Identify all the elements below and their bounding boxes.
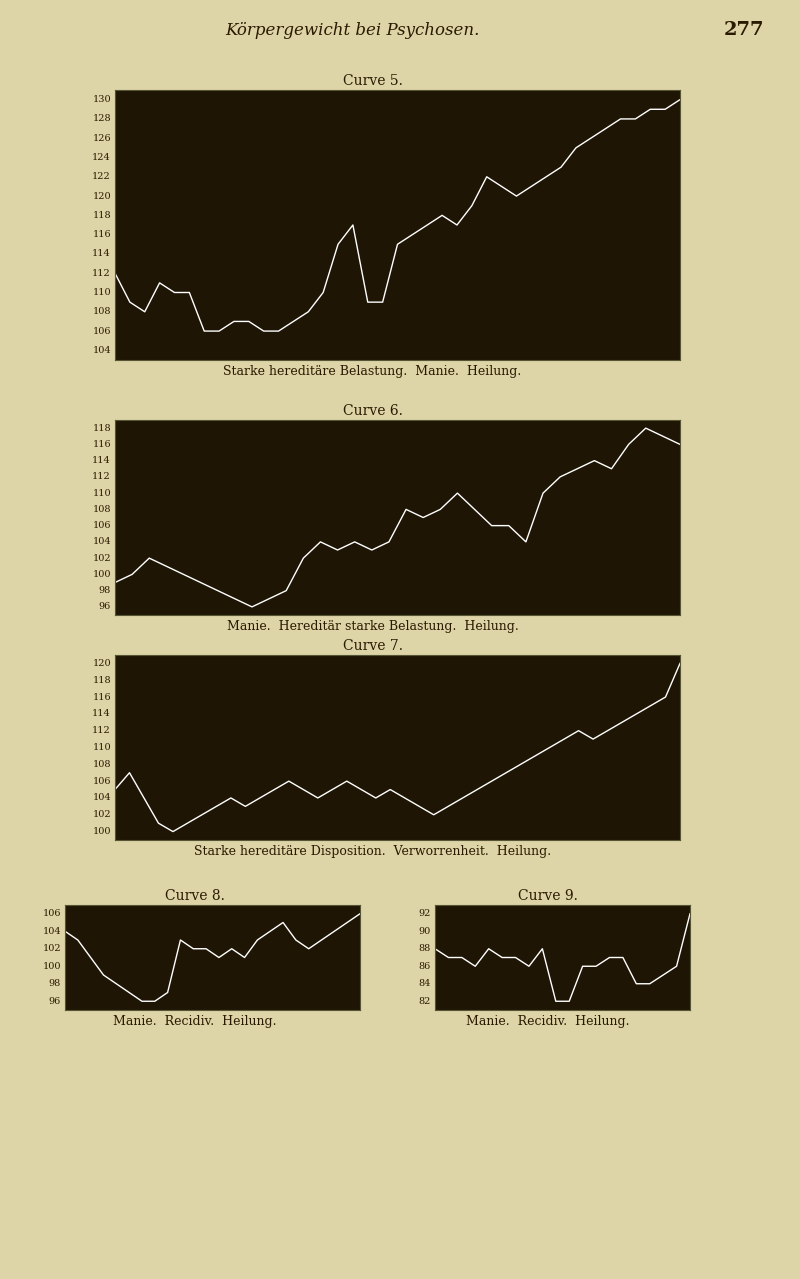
Text: 82: 82 — [418, 996, 431, 1005]
Text: 277: 277 — [723, 22, 764, 40]
Text: Curve 9.: Curve 9. — [518, 889, 578, 903]
Text: 112: 112 — [92, 472, 111, 481]
Text: 98: 98 — [49, 980, 61, 989]
Text: Starke hereditäre Belastung.  Manie.  Heilung.: Starke hereditäre Belastung. Manie. Heil… — [223, 365, 522, 377]
Text: 88: 88 — [418, 944, 431, 953]
Text: 104: 104 — [92, 793, 111, 802]
Text: 96: 96 — [98, 602, 111, 611]
Text: Curve 5.: Curve 5. — [342, 74, 402, 88]
Text: 110: 110 — [92, 288, 111, 297]
Text: 106: 106 — [42, 909, 61, 918]
Text: 96: 96 — [49, 996, 61, 1005]
Text: 100: 100 — [93, 828, 111, 836]
Text: 100: 100 — [93, 570, 111, 579]
Text: 108: 108 — [93, 307, 111, 316]
Text: 112: 112 — [92, 726, 111, 735]
Text: 102: 102 — [92, 811, 111, 820]
Text: Manie.  Recidiv.  Heilung.: Manie. Recidiv. Heilung. — [466, 1014, 630, 1028]
Text: 116: 116 — [92, 440, 111, 449]
Text: 128: 128 — [92, 114, 111, 124]
Text: 122: 122 — [92, 173, 111, 182]
Text: 110: 110 — [92, 489, 111, 498]
Text: 104: 104 — [92, 345, 111, 354]
Text: 108: 108 — [93, 760, 111, 769]
Text: Manie.  Recidiv.  Heilung.: Manie. Recidiv. Heilung. — [114, 1014, 277, 1028]
Text: 98: 98 — [98, 586, 111, 595]
Text: 100: 100 — [42, 962, 61, 971]
Text: 118: 118 — [92, 423, 111, 432]
Text: 130: 130 — [92, 95, 111, 104]
Text: 104: 104 — [42, 927, 61, 936]
Text: Körpergewicht bei Psychosen.: Körpergewicht bei Psychosen. — [225, 22, 479, 38]
Text: Curve 8.: Curve 8. — [165, 889, 225, 903]
Text: 110: 110 — [92, 743, 111, 752]
Text: 102: 102 — [92, 554, 111, 563]
Text: Curve 7.: Curve 7. — [342, 640, 402, 654]
Text: 108: 108 — [93, 505, 111, 514]
Text: 106: 106 — [93, 326, 111, 335]
Text: Curve 6.: Curve 6. — [342, 404, 402, 418]
Text: 126: 126 — [92, 134, 111, 143]
Text: 106: 106 — [93, 776, 111, 785]
Text: 92: 92 — [418, 909, 431, 918]
Text: Manie.  Hereditär starke Belastung.  Heilung.: Manie. Hereditär starke Belastung. Heilu… — [226, 620, 518, 633]
Text: 120: 120 — [92, 659, 111, 668]
Text: 106: 106 — [93, 521, 111, 530]
Text: 116: 116 — [92, 692, 111, 702]
Text: 118: 118 — [92, 211, 111, 220]
Text: 114: 114 — [92, 457, 111, 466]
Text: 104: 104 — [92, 537, 111, 546]
Text: 116: 116 — [92, 230, 111, 239]
Text: 84: 84 — [418, 980, 431, 989]
Text: 124: 124 — [92, 153, 111, 162]
Text: Starke hereditäre Disposition.  Verworrenheit.  Heilung.: Starke hereditäre Disposition. Verworren… — [194, 844, 551, 858]
Text: 86: 86 — [418, 962, 431, 971]
Text: 90: 90 — [418, 927, 431, 936]
Text: 114: 114 — [92, 249, 111, 258]
Text: 102: 102 — [42, 944, 61, 953]
Text: 112: 112 — [92, 269, 111, 278]
Text: 120: 120 — [92, 192, 111, 201]
Text: 114: 114 — [92, 710, 111, 719]
Text: 118: 118 — [92, 675, 111, 684]
